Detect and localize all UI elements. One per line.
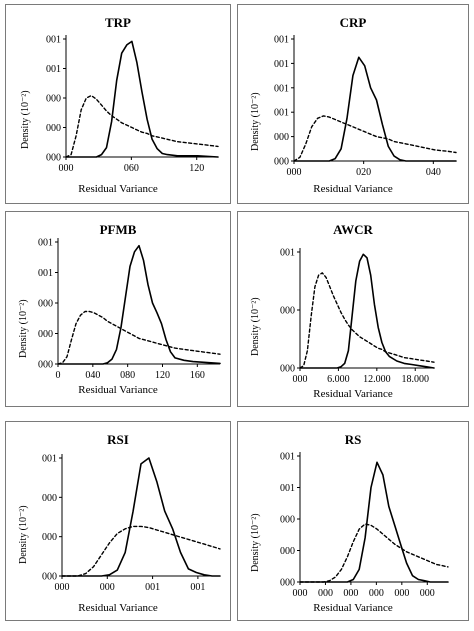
- density-line-solid: [299, 461, 449, 583]
- x-tick-label: 0: [56, 370, 61, 381]
- x-tick-label: 001: [145, 582, 160, 593]
- y-tick-label: 000: [38, 299, 53, 310]
- y-tick-label: 001: [42, 454, 57, 465]
- x-tick-label: 080: [120, 370, 135, 381]
- chart-title: PFMB: [99, 222, 137, 237]
- y-tick-label: 000: [280, 546, 295, 557]
- x-tick-label: 000: [100, 582, 115, 593]
- density-line-dashed: [65, 94, 219, 158]
- chart-title: RS: [344, 432, 362, 447]
- x-tick-label: 120: [189, 163, 204, 174]
- x-tick-label: 000: [343, 588, 358, 599]
- x-axis-label: Residual Variance: [78, 183, 158, 195]
- density-line-solid: [293, 56, 457, 162]
- y-tick-label: 000: [280, 364, 295, 375]
- density-line-dashed: [299, 523, 449, 583]
- x-tick-label: 040: [85, 370, 100, 381]
- density-line-solid: [299, 253, 435, 369]
- density-line-dashed: [57, 310, 221, 365]
- y-tick-label: 000: [42, 493, 57, 504]
- y-tick-label: 000: [274, 132, 289, 143]
- chart-panel-pfmb: PFMB Density (10⁻²) 000 000 000 001 001 0 040 0…: [5, 211, 231, 407]
- chart-title: TRP: [105, 15, 131, 30]
- y-tick-label: 000: [42, 572, 57, 583]
- density-line-solid: [57, 244, 221, 365]
- x-tick-label: 160: [190, 370, 205, 381]
- x-tick-label: 000: [55, 582, 70, 593]
- x-tick-label: 040: [426, 167, 441, 178]
- y-tick-label: 000: [274, 157, 289, 168]
- x-axis-label: Residual Variance: [313, 602, 393, 614]
- chart-title: RSI: [107, 432, 129, 447]
- y-tick-label: 000: [38, 329, 53, 340]
- x-tick-label: 000: [394, 588, 409, 599]
- y-tick-label: 000: [46, 123, 61, 134]
- x-tick-label: 000: [420, 588, 435, 599]
- y-tick-label: 000: [280, 515, 295, 526]
- x-tick-label: 020: [356, 167, 371, 178]
- x-tick-label: 120: [155, 370, 170, 381]
- chart-plot: 000 000 000 001 001 0 040 080 120 160: [38, 238, 221, 381]
- density-line-solid: [61, 457, 221, 577]
- chart-title: CRP: [339, 15, 367, 30]
- y-tick-label: 001: [274, 83, 289, 94]
- y-tick-label: 000: [46, 94, 61, 105]
- x-tick-label: 12.000: [363, 374, 391, 385]
- x-tick-label: 000: [369, 588, 384, 599]
- density-line-dashed: [299, 272, 435, 369]
- chart-panel-awcr: AWCR Density (10⁻²) 000 000 001 000 6.000 12.…: [237, 211, 469, 407]
- x-tick-label: 000: [318, 588, 333, 599]
- x-axis-label: Residual Variance: [313, 388, 393, 400]
- density-line-solid: [65, 40, 219, 158]
- x-tick-label: 6.000: [327, 374, 350, 385]
- y-tick-label: 001: [274, 108, 289, 119]
- y-tick-label: 001: [280, 452, 295, 463]
- x-tick-label: 001: [190, 582, 205, 593]
- y-tick-label: 001: [274, 59, 289, 70]
- y-tick-label: 000: [46, 153, 61, 164]
- y-tick-label: 001: [274, 35, 289, 46]
- x-axis-label: Residual Variance: [78, 602, 158, 614]
- y-tick-label: 001: [46, 64, 61, 75]
- y-tick-label: 001: [46, 35, 61, 46]
- x-tick-label: 000: [293, 374, 308, 385]
- chart-panel-rs: RS Density (10⁻²) 000 000 000 001 001 000 000 0…: [237, 421, 469, 621]
- x-tick-label: 000: [287, 167, 302, 178]
- x-tick-label: 060: [124, 163, 139, 174]
- x-tick-label: 18.000: [401, 374, 429, 385]
- y-tick-label: 001: [280, 483, 295, 494]
- chart-title: AWCR: [333, 222, 373, 237]
- chart-panel-rsi: RSI Density (10⁻²) 000 000 000 001 000 000 001…: [5, 421, 231, 621]
- x-axis-label: Residual Variance: [78, 384, 158, 396]
- y-tick-label: 000: [280, 306, 295, 317]
- y-tick-label: 001: [280, 248, 295, 259]
- density-line-dashed: [293, 115, 457, 162]
- x-tick-label: 000: [293, 588, 308, 599]
- y-tick-label: 001: [38, 238, 53, 249]
- y-tick-label: 000: [42, 532, 57, 543]
- chart-panel-trp: TRP Density (10⁻²) 000 000 000 001 001 000 060…: [5, 4, 231, 204]
- y-tick-label: 001: [38, 268, 53, 279]
- x-tick-label: 000: [59, 163, 74, 174]
- y-tick-label: 000: [38, 360, 53, 371]
- density-line-dashed: [61, 525, 221, 577]
- chart-panel-crp: CRP Density (10⁻²) 000 000 001 001 001 001 000…: [237, 4, 469, 204]
- y-tick-label: 000: [280, 578, 295, 589]
- x-axis-label: Residual Variance: [313, 183, 393, 195]
